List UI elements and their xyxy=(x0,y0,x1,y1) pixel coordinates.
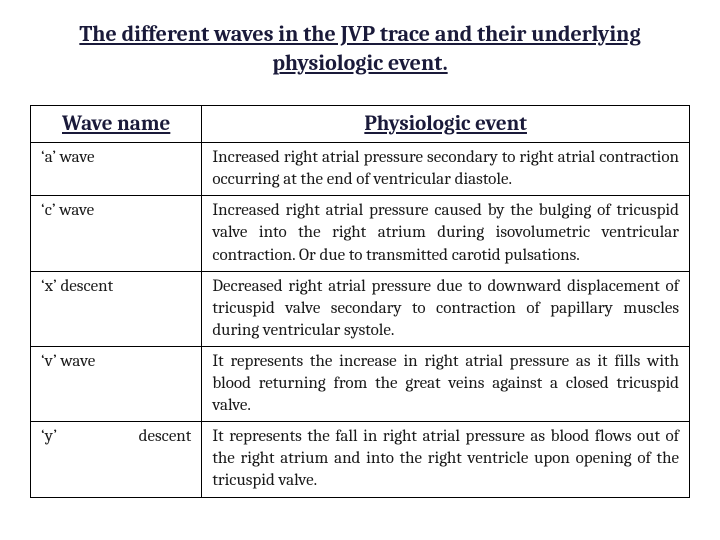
table-row: ‘x’ descent Decreased right atrial press… xyxy=(31,271,690,346)
event-cell: Increased right atrial pressure caused b… xyxy=(202,196,690,271)
table-row: ‘y’ descent It represents the fall in ri… xyxy=(31,422,690,497)
wave-name-cell: ‘a’ wave xyxy=(31,143,202,196)
event-cell: Increased right atrial pressure secondar… xyxy=(202,143,690,196)
header-wave-name: Wave name xyxy=(31,106,202,143)
jvp-waves-table: Wave name Physiologic event ‘a’ wave Inc… xyxy=(30,105,690,497)
wave-name-cell: ‘c’ wave xyxy=(31,196,202,271)
event-cell: It represents the fall in right atrial p… xyxy=(202,422,690,497)
table-row: ‘v’ wave It represents the increase in r… xyxy=(31,346,690,421)
wave-name-cell: ‘v’ wave xyxy=(31,346,202,421)
header-physiologic-event: Physiologic event xyxy=(202,106,690,143)
wave-name-cell: ‘x’ descent xyxy=(31,271,202,346)
page-title: The different waves in the JVP trace and… xyxy=(30,20,690,77)
table-row: ‘a’ wave Increased right atrial pressure… xyxy=(31,143,690,196)
table-row: ‘c’ wave Increased right atrial pressure… xyxy=(31,196,690,271)
event-cell: Decreased right atrial pressure due to d… xyxy=(202,271,690,346)
table-header-row: Wave name Physiologic event xyxy=(31,106,690,143)
wave-name-cell: ‘y’ descent xyxy=(31,422,202,497)
event-cell: It represents the increase in right atri… xyxy=(202,346,690,421)
